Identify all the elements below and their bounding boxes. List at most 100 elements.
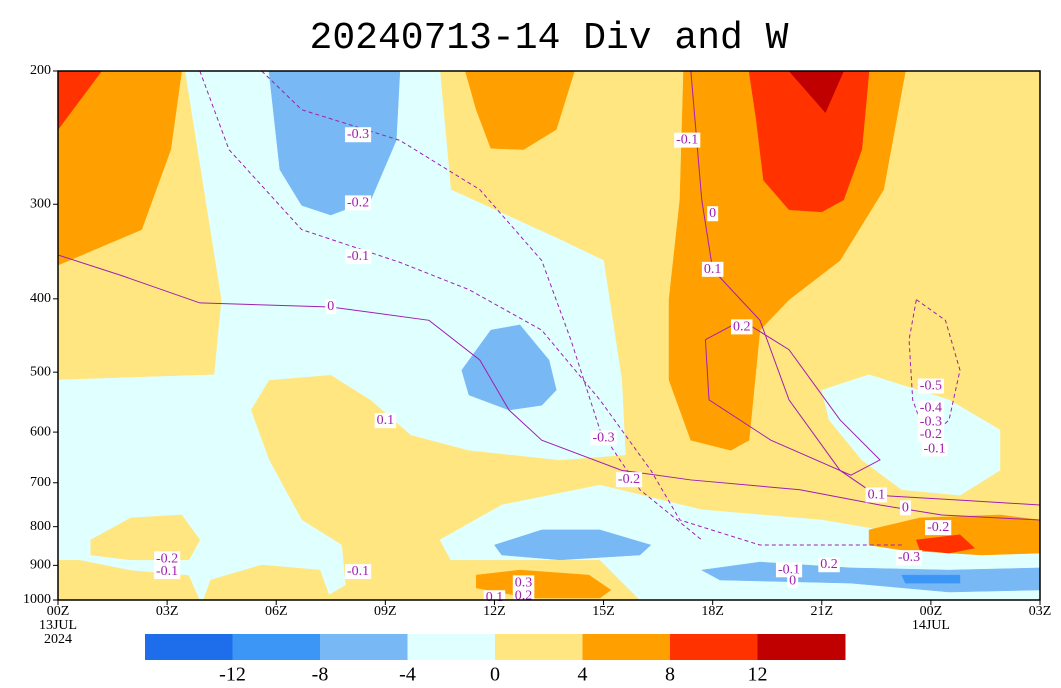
shaded-region — [748, 71, 870, 213]
label-layer: -0.3-0.2-0.100.1-0.3-0.2-0.100.10.2-0.5-… — [154, 127, 952, 606]
y-tick-label: 200 — [30, 63, 51, 78]
shaded-region — [58, 71, 626, 600]
contour-label: -0.3 — [347, 127, 369, 142]
contour-label: 0.2 — [820, 557, 838, 572]
contour-label-bg — [818, 557, 840, 573]
contour-label-bg — [865, 487, 888, 503]
date-label: 14JUL — [912, 618, 950, 633]
contour-label: 0.1 — [704, 262, 722, 277]
contour-label-bg — [154, 551, 181, 567]
contour-label: 0.2 — [515, 588, 533, 603]
contour-label-bg — [921, 441, 948, 457]
contour-label-bg — [344, 127, 372, 143]
colorbar-box — [407, 634, 496, 660]
contour-line — [58, 254, 1040, 521]
contour-label-bg — [731, 319, 753, 335]
contour-label: -0.2 — [618, 472, 640, 487]
shaded-region — [203, 564, 332, 600]
x-tick-label: 21Z — [810, 604, 833, 619]
contour-label-bg — [899, 500, 911, 516]
contour-label: -0.1 — [347, 249, 369, 264]
shaded-region — [901, 574, 961, 584]
x-tick-label: 12Z — [483, 604, 506, 619]
contour-label: 0.1 — [868, 487, 886, 502]
contour-label-bg — [917, 400, 944, 416]
contour-label: -0.2 — [927, 520, 949, 535]
contour-label: 0.2 — [733, 319, 751, 334]
colorbar-box — [670, 634, 758, 660]
contour-label-bg — [512, 575, 535, 591]
y-tick-label: 600 — [30, 424, 51, 439]
contour-label-bg — [707, 206, 719, 222]
contour-label-bg — [917, 414, 944, 430]
contour-label-bg — [917, 378, 944, 394]
shaded-region — [465, 71, 575, 150]
shaded-region — [58, 71, 182, 266]
x-tick-label: 15Z — [592, 604, 615, 619]
fill-layer — [58, 71, 1040, 600]
shaded-region — [58, 71, 102, 130]
contour-label-bg — [925, 520, 952, 536]
contour-layer — [58, 71, 1040, 546]
plot-frame — [57, 70, 1041, 601]
contour-label-bg — [674, 132, 701, 148]
contour-label-bg — [483, 590, 506, 606]
shaded-region — [868, 514, 1040, 556]
shaded-region — [821, 374, 1001, 496]
contour-label-bg — [615, 472, 643, 488]
x-tick-label: 03Z — [1029, 604, 1052, 619]
y-tick-label: 1000 — [23, 592, 51, 607]
y-tick-label: 300 — [30, 196, 51, 211]
colorbar-box — [232, 634, 321, 660]
x-tick-label: 03Z — [156, 604, 179, 619]
chart-title: 20240713-14 Div and W — [310, 17, 789, 60]
contour-label-bg — [325, 299, 337, 315]
y-tick-label: 800 — [30, 519, 51, 534]
contour-label: -0.4 — [920, 400, 942, 415]
y-tick-label: 400 — [30, 291, 51, 306]
date-label: 2024 — [44, 632, 72, 647]
x-tick-label: 18Z — [701, 604, 724, 619]
shaded-region — [461, 324, 557, 411]
y-tick-label: 500 — [30, 364, 51, 379]
colorbar-box — [582, 634, 671, 660]
contour-label: 0 — [902, 500, 909, 515]
x-tick-label: 00Z — [47, 604, 70, 619]
colorbar-box — [495, 634, 583, 660]
shaded-region — [90, 514, 201, 561]
contour-label: -0.2 — [156, 551, 178, 566]
contour-label: 0.1 — [486, 590, 504, 605]
contour-label-bg — [344, 195, 372, 211]
contour-label: 0.3 — [515, 575, 533, 590]
contour-label-bg — [590, 430, 617, 446]
shaded-region — [788, 71, 844, 114]
shaded-region — [58, 579, 121, 600]
shaded-region — [915, 534, 976, 554]
contour-line — [704, 319, 881, 476]
contour-label: -0.1 — [923, 441, 945, 456]
colorbar-label: -8 — [312, 664, 329, 686]
contour-label-bg — [344, 249, 372, 265]
colorbar-label: 0 — [490, 664, 500, 686]
colorbar-label: 8 — [665, 664, 675, 686]
contour-label: -0.2 — [920, 427, 942, 442]
colorbar-box — [757, 634, 846, 660]
contour-label-bg — [701, 261, 724, 277]
contour-label-bg — [787, 573, 799, 589]
contour-label: -0.3 — [898, 550, 920, 565]
y-tick-label: 700 — [30, 475, 51, 490]
x-tick-label: 06Z — [265, 604, 288, 619]
contour-label: 0 — [789, 573, 796, 588]
contour-label: 0 — [709, 206, 716, 221]
colorbar-label: -4 — [399, 664, 416, 686]
contour-line — [690, 71, 1040, 506]
contour-label: 0.1 — [377, 413, 395, 428]
date-label: 13JUL — [39, 618, 77, 633]
contour-label: -0.2 — [347, 195, 369, 210]
contour-label-bg — [895, 550, 923, 566]
contour-line — [199, 71, 902, 546]
contour-label-bg — [154, 564, 181, 580]
